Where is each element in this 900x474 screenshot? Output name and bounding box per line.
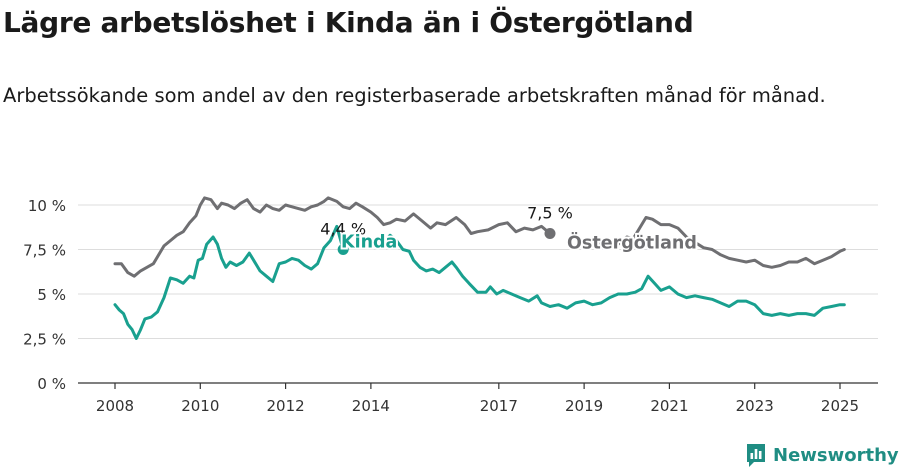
newsworthy-logo: Newsworthy — [745, 442, 899, 468]
end-point-ostergotland — [544, 227, 556, 239]
x-axis: 2008 2010 2012 2014 2017 2019 2021 2023 2025 — [78, 382, 878, 415]
newsworthy-logo-icon — [747, 444, 765, 467]
y-tick-label: 2,5 % — [23, 331, 66, 349]
chart-title: Lägre arbetslöshet i Kinda än i Östergöt… — [3, 6, 694, 39]
series-line-ostergotland — [582, 216, 846, 269]
series-line-kinda — [382, 233, 846, 317]
y-tick-label: 0 % — [37, 375, 66, 393]
series-annotation-ostergotland: Östergötland — [567, 232, 697, 254]
x-tick-label: 2008 — [96, 397, 134, 415]
y-tick-label: 10 % — [28, 197, 66, 215]
y-tick-label: 5 % — [37, 286, 66, 304]
chart-subtitle: Arbetssökande som andel av den registerb… — [3, 84, 826, 107]
y-tick-label: 7,5 % — [23, 242, 66, 260]
series-labels: 7,5 % 4,4 %Kinda Östergötland — [320, 203, 699, 255]
x-tick-label: 2023 — [736, 397, 774, 415]
y-axis-labels: 0 % 2,5 % 5 % 7,5 % 10 % — [23, 197, 66, 393]
series-annotation-kinda: Kinda — [341, 233, 397, 253]
x-tick-label: 2012 — [266, 397, 304, 415]
grid-lines — [78, 204, 878, 339]
end-value-label-kinda: 4,4 % — [320, 220, 366, 239]
series-line-ostergotland — [113, 196, 552, 278]
x-tick-label: 2014 — [352, 397, 390, 415]
end-value-label-ostergotland: 7,5 % — [527, 203, 573, 222]
series-line-kinda — [113, 224, 345, 340]
newsworthy-logo-text: Newsworthy — [773, 444, 899, 466]
x-tick-label: 2025 — [821, 397, 859, 415]
series-lines — [113, 196, 846, 340]
x-tick-label: 2021 — [650, 397, 688, 415]
x-tick-label: 2010 — [181, 397, 219, 415]
x-tick-label: 2017 — [480, 397, 518, 415]
end-point-kinda — [337, 244, 349, 255]
x-tick-label: 2019 — [565, 397, 603, 415]
